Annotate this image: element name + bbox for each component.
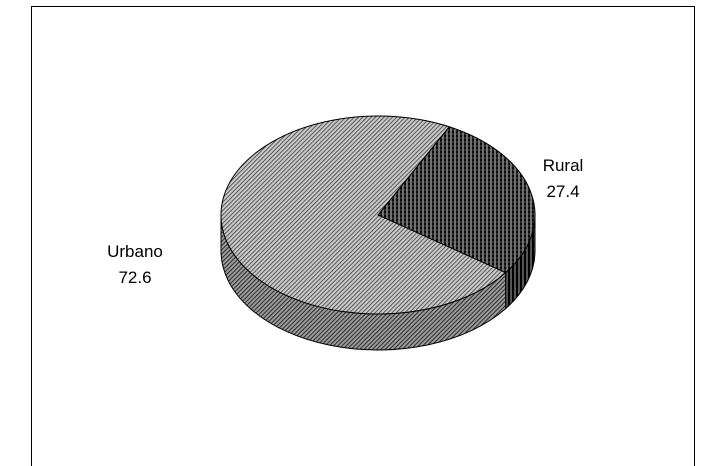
slice-value-urbano: 72.6 <box>118 268 151 287</box>
slice-label-rural: Rural <box>543 156 584 175</box>
slice-rural <box>377 126 536 274</box>
slice-urbano <box>220 115 507 315</box>
slice-label-urbano: Urbano <box>107 242 163 261</box>
chart-frame <box>31 6 695 466</box>
slice-value-rural: 27.4 <box>546 182 579 201</box>
